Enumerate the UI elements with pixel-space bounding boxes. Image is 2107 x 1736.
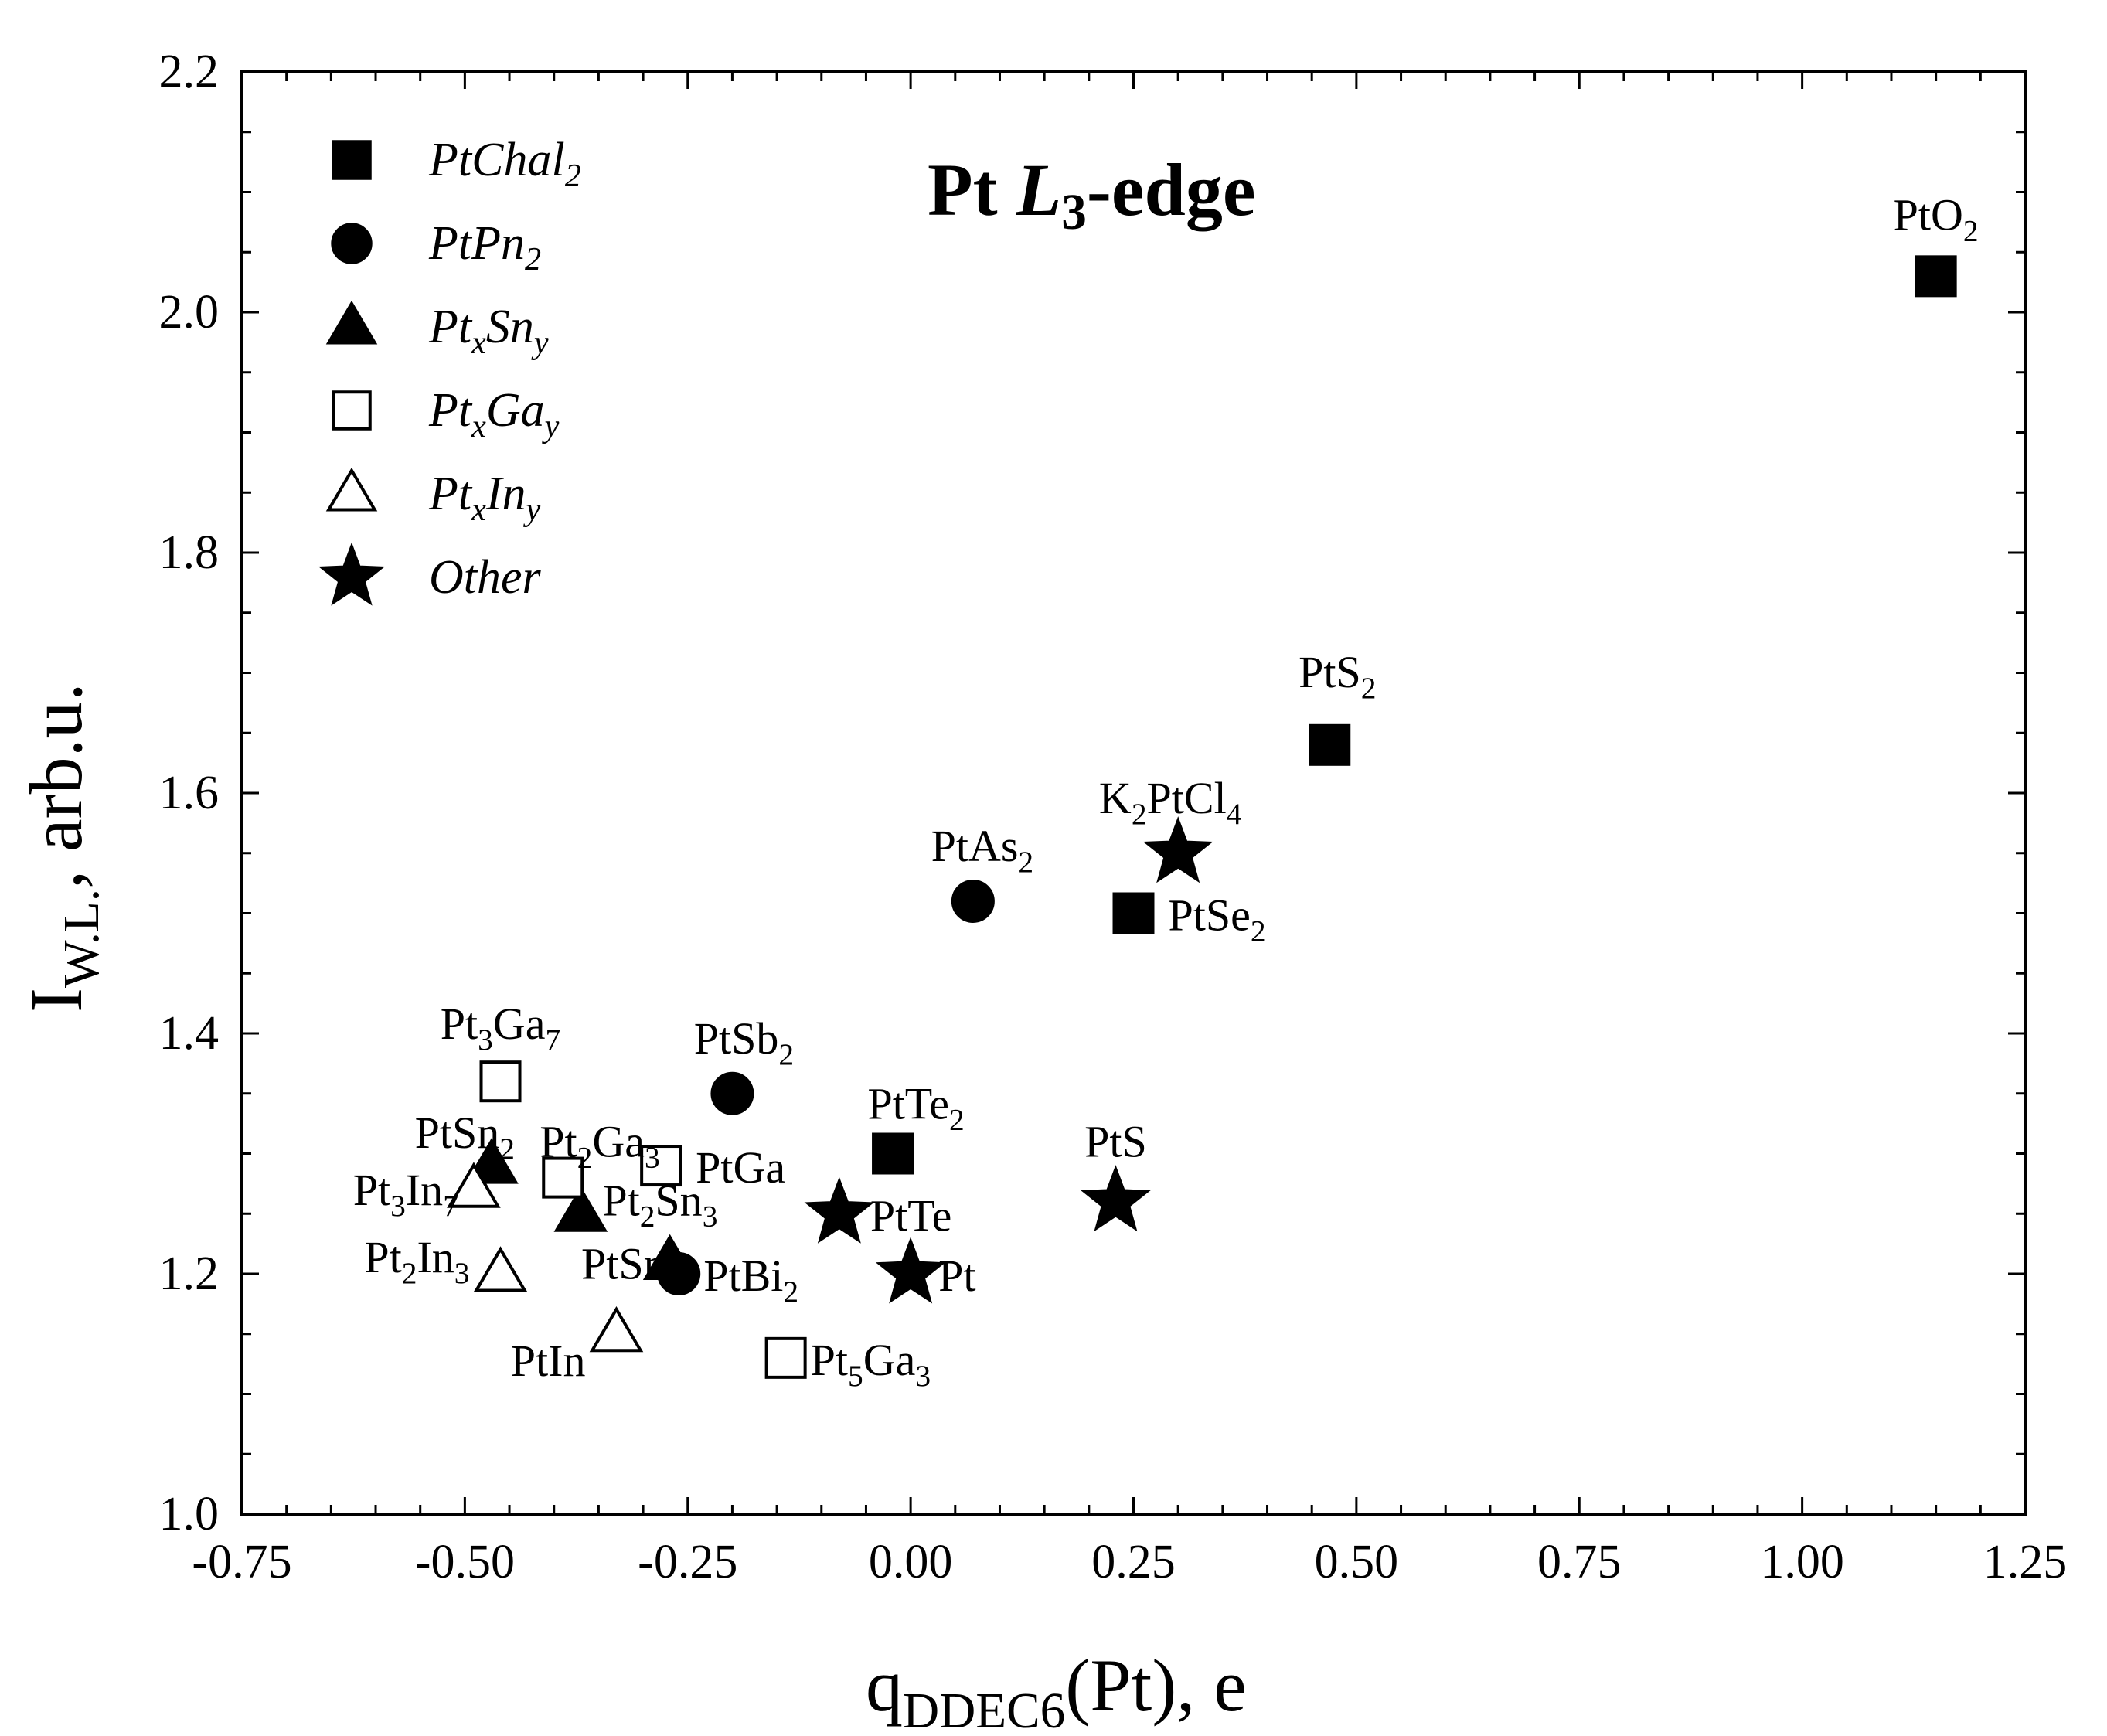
PtxSny-point [642,1234,697,1280]
PtxSny-point [553,1186,608,1232]
point-label: PtTe [870,1190,952,1241]
point-label: PtSn2 [415,1108,515,1166]
PtxIny-point [447,1162,501,1208]
point-label: K2PtCl4 [1099,773,1242,831]
Other-point [1081,1165,1151,1232]
PtChal2-point [1309,723,1351,766]
PtChal2-point [1915,255,1957,298]
axis-ticks [240,70,2027,1516]
point-label: PtS [1084,1117,1147,1167]
x-tick-label: 0.75 [1537,1536,1622,1588]
x-tick-label: 0.25 [1091,1536,1176,1588]
Other-point [804,1176,875,1244]
x-axis-title: qDDEC6(Pt), e [866,1644,1247,1736]
legend-label: PtChal2 [428,134,581,194]
x-tick-label: 0.00 [869,1536,953,1588]
PtPn2-point [951,879,995,923]
legend-label: PtxGay [428,384,560,444]
x-tick-label: 0.50 [1315,1536,1399,1588]
y-tick-label: 2.2 [159,46,220,98]
point-label: PtSn [581,1238,666,1288]
data-points [447,255,1957,1379]
legend-marker-PtPn2 [331,223,373,264]
y-tick-label: 1.4 [159,1007,220,1060]
PtxIny-point [589,1305,644,1353]
chart-title: Pt L3-edge [928,148,1255,240]
legend-label: PtxSny [428,301,549,361]
Other-point [1142,816,1213,883]
point-label: PtO2 [1894,189,1979,247]
point-label: PtAs2 [931,821,1034,879]
y-tick-label: 1.6 [159,767,220,819]
point-label: PtS2 [1299,647,1376,705]
x-tick-label: -0.25 [638,1536,737,1588]
point-label: Pt3Ga7 [441,999,560,1057]
point-label: Pt5Ga3 [811,1335,931,1393]
y-tick-label: 1.8 [159,526,220,579]
PtxGay-point [542,1156,584,1199]
PtPn2-point [710,1071,754,1115]
x-tick-label: 1.00 [1760,1536,1844,1588]
legend: PtChal2 PtPn2 PtxSny PtxGay PtxIny Other [318,134,581,606]
axis-tick-labels: -0.75 -0.50 -0.25 0.00 0.25 0.50 0.75 1.00 1.25 1… [159,46,2068,1588]
y-tick-label: 2.0 [159,286,220,339]
point-label: Pt2Sn3 [602,1175,717,1233]
PtxGay-point [640,1145,682,1187]
legend-label: PtPn2 [428,217,541,277]
point-label: Pt3In7 [353,1165,458,1223]
PtxIny-point [473,1246,528,1292]
legend-marker-PtxGay [332,390,372,431]
legend-label: Other [429,551,542,604]
x-tick-label: -0.75 [192,1536,291,1588]
plot-area [240,70,2027,1516]
legend-label: PtxIny [428,468,540,528]
point-label: PtBi2 [703,1251,798,1309]
point-label: PtIn [511,1336,586,1386]
legend-marker-PtxIny [325,467,378,512]
point-label: Pt2Ga3 [540,1117,659,1175]
point-label: PtSe2 [1169,890,1266,948]
legend-marker-Other [318,542,386,606]
point-label: PtSb2 [694,1013,794,1071]
PtChal2-point [1112,892,1155,934]
PtxGay-point [479,1060,522,1103]
point-label: Pt [938,1251,975,1301]
PtChal2-point [872,1132,914,1175]
legend-marker-PtChal2 [332,140,372,180]
data-point-labels: PtO2PtS2PtSe2PtTe2PtAs2PtSb2PtBi2PtSn2Pt… [353,189,1979,1393]
point-label: PtGa [696,1142,785,1193]
x-tick-label: 1.25 [1983,1536,2068,1588]
PtxGay-point [764,1336,807,1379]
Other-point [875,1237,946,1304]
point-label: PtTe2 [867,1079,964,1137]
legend-marker-PtxSny [325,300,378,345]
point-label: Pt2In3 [364,1232,469,1290]
x-tick-label: -0.50 [415,1536,515,1588]
y-tick-label: 1.2 [159,1248,220,1300]
y-axis-title: IW.L., arb.u. [15,682,110,1013]
y-tick-label: 1.0 [159,1488,220,1540]
